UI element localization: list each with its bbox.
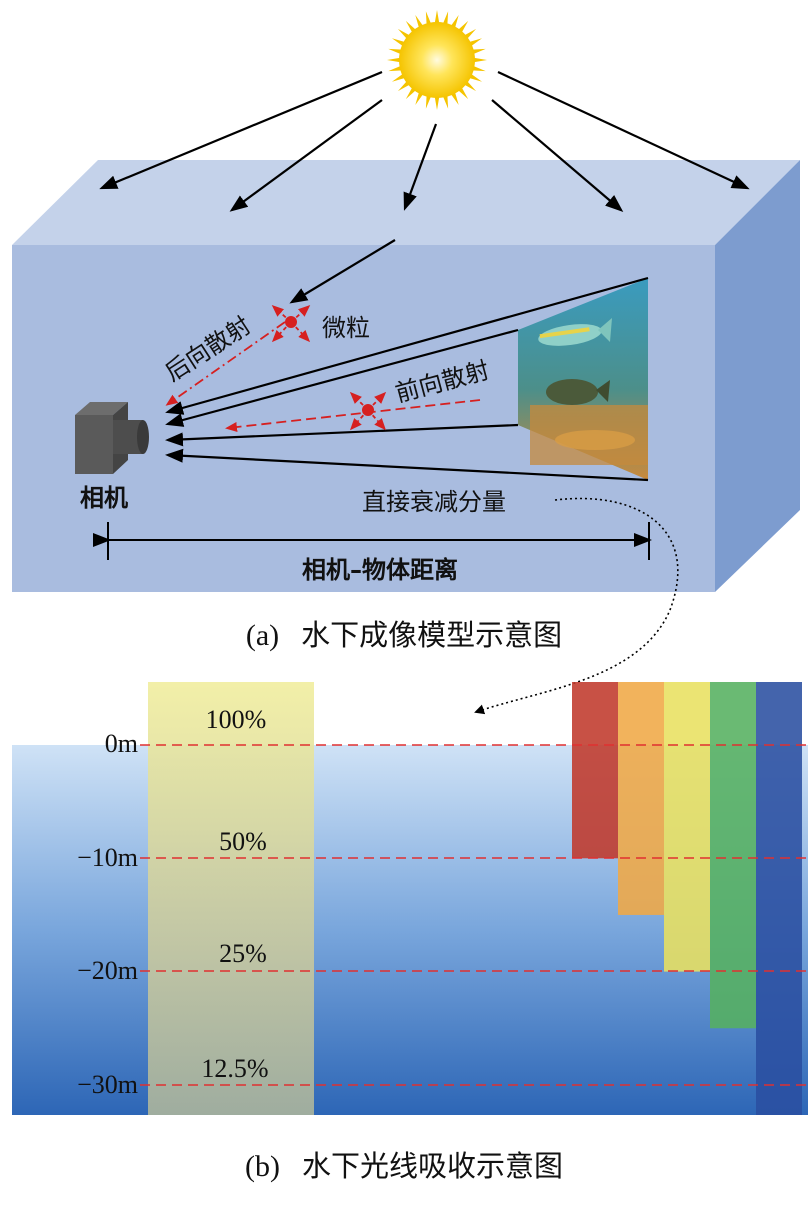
caption-b-title: 水下光线吸收示意图 [301, 1149, 563, 1183]
color-bar-4 [756, 682, 802, 1115]
intensity-label-50: 50% [219, 827, 267, 856]
direct-rays [165, 276, 649, 482]
caption-a: (a) 水下成像模型示意图 [0, 612, 808, 654]
depth-label-20: −20m [77, 956, 138, 985]
caption-a-title: 水下成像模型示意图 [301, 618, 563, 652]
caption-a-tag: (a) [245, 619, 280, 652]
depth-label-30: −30m [77, 1070, 138, 1099]
color-bar-1 [618, 682, 664, 915]
depth-label-0: 0m [105, 729, 138, 758]
label-particle: 微粒 [322, 314, 370, 342]
backscatter-ray [165, 321, 286, 406]
label-camera: 相机 [80, 484, 128, 512]
forward-scatter-particle-icon [225, 391, 481, 432]
color-bar-2 [664, 682, 710, 972]
link-curve [474, 497, 679, 715]
camera-icon [75, 402, 149, 474]
intensity-label-100: 100% [206, 705, 267, 734]
label-distance: 相机–物体距离 [302, 556, 458, 584]
color-bar-3 [710, 682, 756, 1029]
underwater-scene-image [518, 278, 648, 480]
intensity-column [148, 682, 314, 1115]
particle-icon [271, 305, 311, 343]
color-bar-0 [572, 682, 618, 859]
intensity-label-25: 25% [219, 939, 267, 968]
caption-b: (b) 水下光线吸收示意图 [0, 1143, 808, 1185]
sun-rays [99, 70, 750, 304]
depth-label-10: −10m [77, 843, 138, 872]
intensity-label-12: 12.5% [201, 1054, 268, 1083]
tank-side [715, 160, 800, 592]
sun-icon [387, 10, 487, 110]
caption-b-tag: (b) [245, 1150, 280, 1183]
label-direct-component: 直接衰减分量 [362, 488, 506, 516]
